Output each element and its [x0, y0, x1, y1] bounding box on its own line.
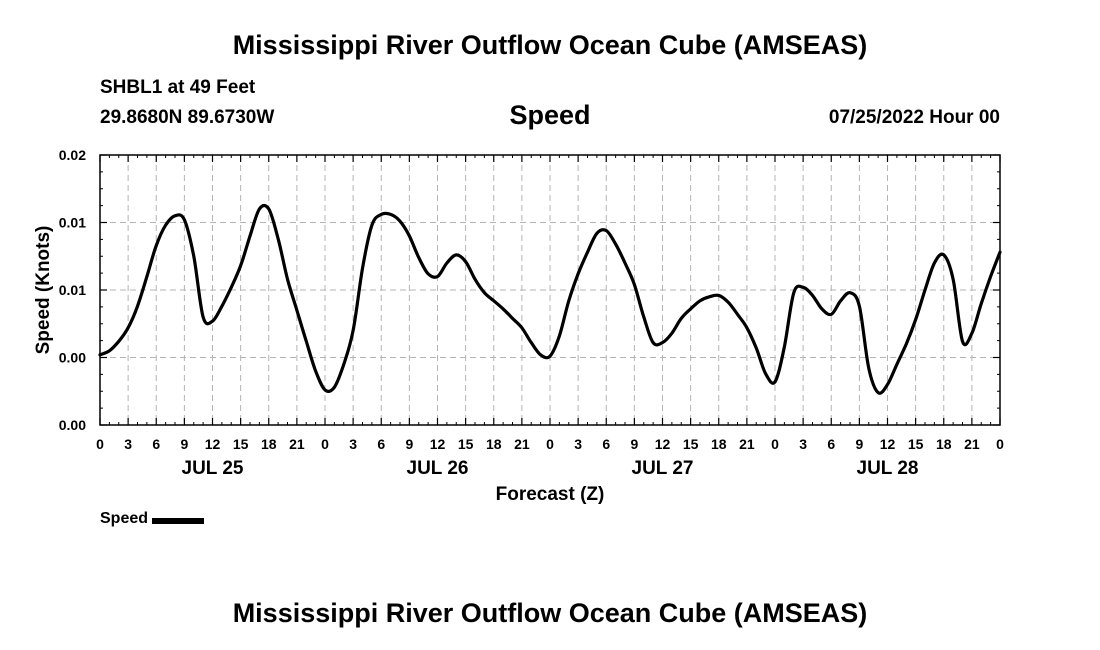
x-tick-label: 0: [96, 436, 104, 452]
x-tick-label: 6: [602, 436, 610, 452]
station-label: SHBL1 at 49 Feet: [100, 77, 256, 98]
y-tick-label: 0.01: [59, 215, 86, 231]
x-tick-label: 6: [377, 436, 385, 452]
y-tick-label: 0.00: [59, 350, 86, 366]
x-tick-label: 0: [771, 436, 779, 452]
y-tick-label: 0.02: [59, 147, 86, 163]
x-tick-label: 12: [655, 436, 671, 452]
x-tick-label: 18: [261, 436, 277, 452]
x-tick-label: 9: [180, 436, 188, 452]
y-tick-label: 0.01: [59, 282, 86, 298]
x-tick-label: 21: [964, 436, 980, 452]
y-tick-label: 0.00: [59, 417, 86, 433]
tick-labels: 0 3 6 9 12 15 18 21 0 3 6 9 12 15 18 21 0 3 6 9 12 15 18 21 0 3 6 9…: [59, 147, 1004, 479]
x-tick-label: 15: [683, 436, 699, 452]
x-tick-label: 3: [574, 436, 582, 452]
x-tick-label: 21: [514, 436, 530, 452]
x-tick-label: 18: [486, 436, 502, 452]
x-tick-label: 3: [799, 436, 807, 452]
x-tick-label: 21: [739, 436, 755, 452]
axis-ticks: [99, 154, 1001, 426]
datetime-label: 07/25/2022 Hour 00: [828, 107, 1000, 128]
x-tick-label: 0: [546, 436, 554, 452]
x-tick-label: 6: [827, 436, 835, 452]
x-tick-label: 0: [996, 436, 1004, 452]
x-tick-label: 3: [349, 436, 357, 452]
legend-label: Speed: [100, 510, 149, 527]
variable-title: Speed: [509, 100, 591, 130]
x-tick-label: 21: [289, 436, 305, 452]
x-tick-label: 15: [908, 436, 924, 452]
day-label: JUL 28: [857, 458, 919, 479]
x-tick-label: 9: [405, 436, 413, 452]
x-tick-label: 9: [630, 436, 638, 452]
day-label: JUL 25: [182, 458, 244, 479]
x-tick-label: 12: [205, 436, 221, 452]
x-tick-label: 15: [458, 436, 474, 452]
x-tick-label: 18: [711, 436, 727, 452]
y-axis-title: Speed (Knots): [33, 226, 54, 355]
chart-title: Mississippi River Outflow Ocean Cube (AM…: [232, 30, 868, 60]
legend-swatch: [152, 517, 205, 524]
x-tick-label: 9: [855, 436, 863, 452]
legend: Speed: [100, 510, 205, 528]
footer-title: Mississippi River Outflow Ocean Cube (AM…: [232, 598, 868, 628]
x-tick-label: 3: [124, 436, 132, 452]
x-tick-label: 18: [936, 436, 952, 452]
x-tick-label: 6: [152, 436, 160, 452]
day-label: JUL 26: [407, 458, 469, 479]
day-label: JUL 27: [632, 458, 694, 479]
x-axis-title: Forecast (Z): [496, 484, 605, 505]
x-tick-label: 0: [321, 436, 329, 452]
x-tick-label: 12: [430, 436, 446, 452]
coordinates-label: 29.8680N 89.6730W: [100, 107, 275, 128]
x-tick-label: 15: [233, 436, 249, 452]
series-line-speed: [98, 203, 1002, 395]
grid: [100, 155, 1000, 425]
x-tick-label: 12: [880, 436, 896, 452]
